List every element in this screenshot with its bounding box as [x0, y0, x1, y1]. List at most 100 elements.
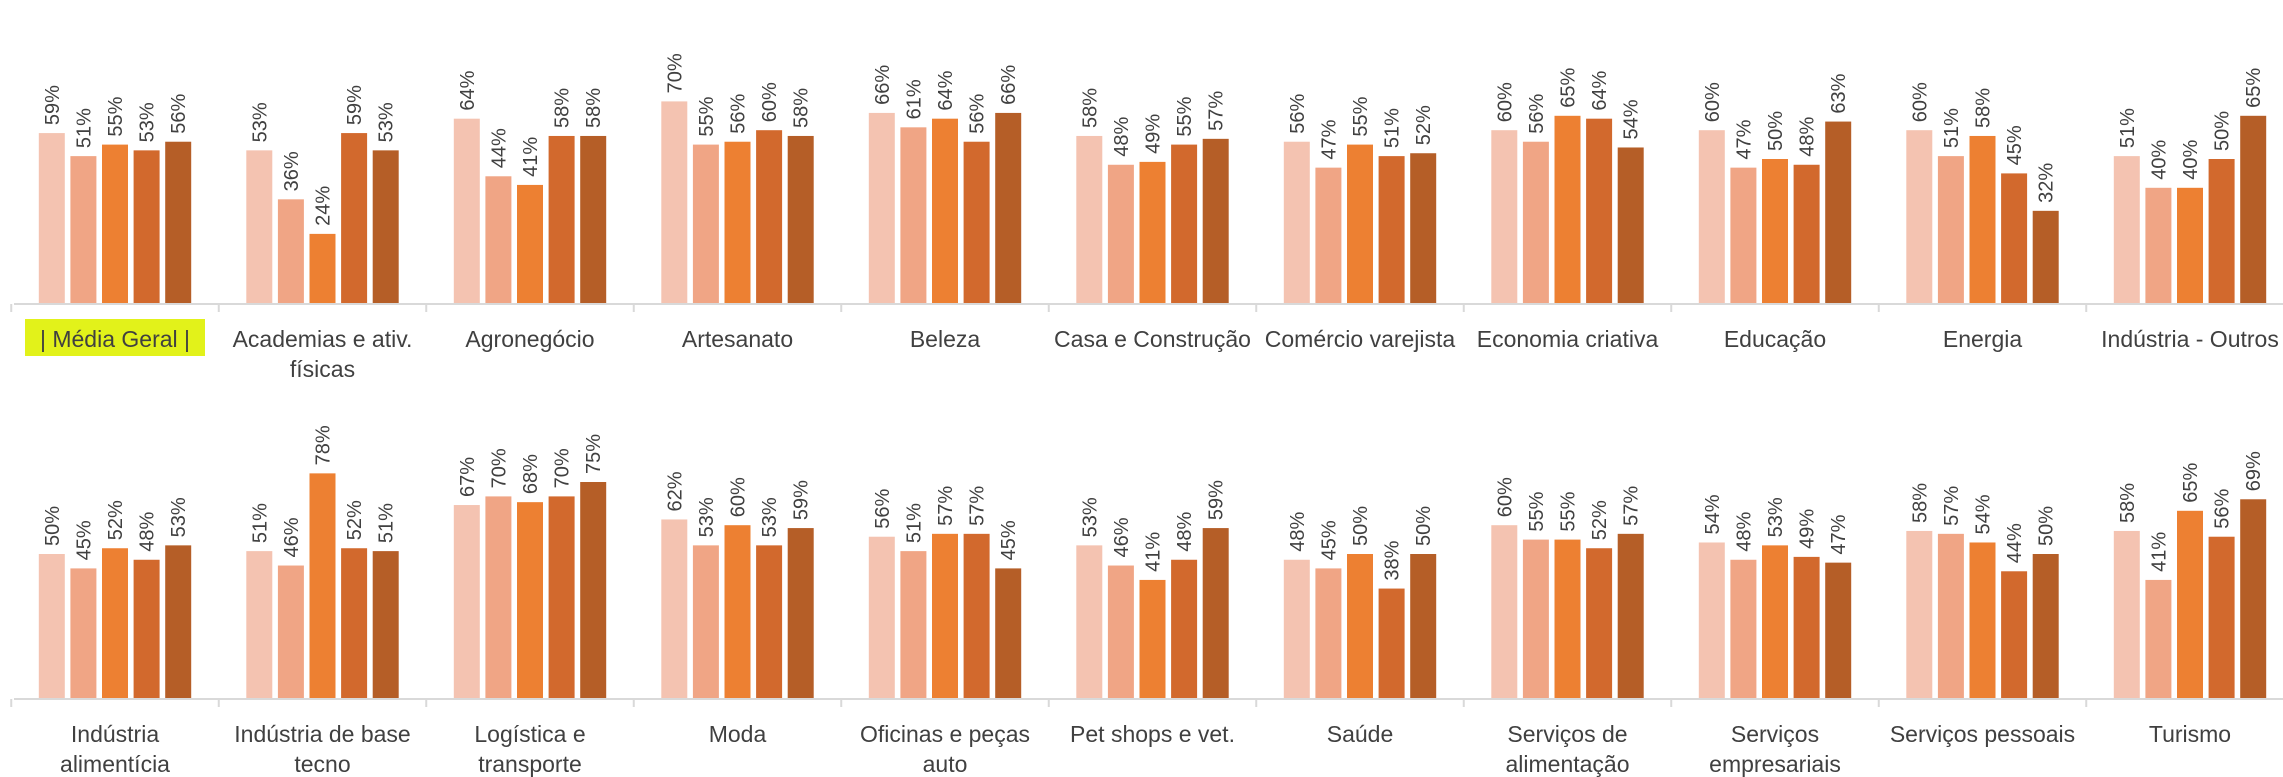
data-label: 49%	[1143, 114, 1165, 154]
data-label: 60%	[1494, 82, 1516, 122]
bar	[2032, 554, 2059, 698]
category-highlight	[25, 319, 205, 356]
bar	[1283, 141, 1310, 303]
data-label: 51%	[249, 503, 271, 543]
bar	[2001, 571, 2028, 698]
data-label: 64%	[1589, 70, 1611, 110]
bar	[1969, 542, 1996, 698]
data-label: 45%	[1318, 520, 1340, 560]
data-label: 59%	[42, 85, 64, 125]
data-label: 48%	[1733, 512, 1755, 552]
data-label: 47%	[1828, 514, 1850, 554]
data-label: 60%	[759, 82, 781, 122]
bar	[995, 568, 1022, 698]
category-label: Casa e Construção	[1054, 326, 1251, 352]
data-label: 75%	[583, 434, 605, 474]
data-label: 51%	[73, 108, 95, 148]
bar	[548, 496, 575, 698]
data-label: 40%	[2148, 140, 2170, 180]
bar	[1347, 144, 1373, 303]
bar-group: 56% 47% 55% 51% 52% Comércio varejista	[1265, 93, 1456, 352]
category-label: Oficinas e peças	[860, 721, 1030, 747]
bar	[1586, 548, 1613, 698]
bar	[1969, 135, 1996, 303]
data-label: 70%	[664, 53, 686, 93]
bar	[277, 199, 304, 303]
data-label: 57%	[1941, 486, 1963, 526]
data-label: 54%	[1621, 99, 1643, 139]
category-label: físicas	[290, 356, 355, 382]
bar	[2177, 510, 2203, 698]
bar	[868, 112, 895, 303]
bar	[1076, 135, 1103, 303]
data-label: 46%	[281, 517, 303, 557]
category-label: Academias e ativ.	[233, 326, 413, 352]
category-label: Artesanato	[682, 326, 793, 352]
bar-group: 53% 36% 24% 59% 53% Academias e ativ. físicas	[233, 85, 413, 382]
bar	[1698, 130, 1725, 303]
data-label: 51%	[376, 503, 398, 543]
data-label: 66%	[998, 65, 1020, 105]
bar	[485, 496, 512, 698]
bar	[900, 127, 927, 303]
category-label: Beleza	[910, 326, 981, 352]
data-label: 50%	[1413, 506, 1435, 546]
bar	[485, 176, 512, 303]
data-label: 58%	[1079, 88, 1101, 128]
data-label: 58%	[2117, 483, 2139, 523]
bar	[277, 565, 304, 698]
bar	[70, 568, 97, 698]
data-label: 48%	[1111, 117, 1133, 157]
bar	[1617, 533, 1644, 698]
category-label: | Média Geral |	[40, 326, 190, 352]
bar	[372, 150, 399, 303]
bar	[1793, 164, 1820, 303]
bar	[1698, 542, 1725, 698]
bar-group: 51% 46% 78% 52% 51% Indústria de base tecno	[234, 425, 410, 777]
bar	[133, 150, 160, 303]
data-label: 52%	[1589, 500, 1611, 540]
category-label: Indústria	[71, 721, 159, 747]
data-label: 56%	[1287, 93, 1309, 133]
bar-group: 48% 45% 50% 38% 50% Saúde	[1283, 506, 1437, 747]
bar-group: 64% 44% 41% 58% 58% Agronegócio	[453, 70, 607, 352]
bar	[341, 133, 368, 303]
bar	[1410, 153, 1437, 303]
data-label: 50%	[1765, 111, 1787, 151]
bar-group: 53% 46% 41% 48% 59% Pet shops e vet.	[1070, 480, 1235, 747]
data-label: 56%	[1526, 93, 1548, 133]
bar	[38, 554, 65, 698]
bar-group: 51% 40% 40% 50% 65% Indústria - Outros	[2101, 68, 2279, 352]
bar-group: 62% 53% 60% 53% 59% Moda	[661, 471, 814, 747]
category-label: Saúde	[1327, 721, 1394, 747]
bar	[1315, 568, 1342, 698]
bar	[2240, 115, 2267, 303]
bar	[1107, 164, 1134, 303]
data-label: 36%	[281, 151, 303, 191]
bar	[1491, 525, 1518, 698]
data-label: 40%	[2180, 140, 2202, 180]
data-label: 50%	[42, 506, 64, 546]
bar-group: 59% 51% 55% 53% 56% | Média Geral |	[25, 85, 205, 356]
bar	[102, 548, 128, 698]
bar	[1171, 559, 1198, 698]
bar	[692, 144, 719, 303]
bar	[341, 548, 368, 698]
bar	[2208, 536, 2235, 698]
bar	[1617, 147, 1644, 303]
category-label: Educação	[1724, 326, 1826, 352]
bar	[1586, 118, 1613, 304]
bar	[1937, 533, 1964, 698]
bar	[1937, 156, 1964, 303]
bar-group: 70% 55% 56% 60% 58% Artesanato	[661, 53, 814, 352]
bar	[165, 545, 192, 698]
bar	[1107, 565, 1134, 698]
bar	[1410, 554, 1437, 698]
data-label: 56%	[728, 93, 750, 133]
category-label: Agronegócio	[465, 326, 594, 352]
bar	[787, 528, 814, 698]
bar	[756, 545, 783, 698]
data-label: 52%	[344, 500, 366, 540]
data-label: 65%	[2243, 68, 2265, 108]
data-label: 62%	[664, 471, 686, 511]
